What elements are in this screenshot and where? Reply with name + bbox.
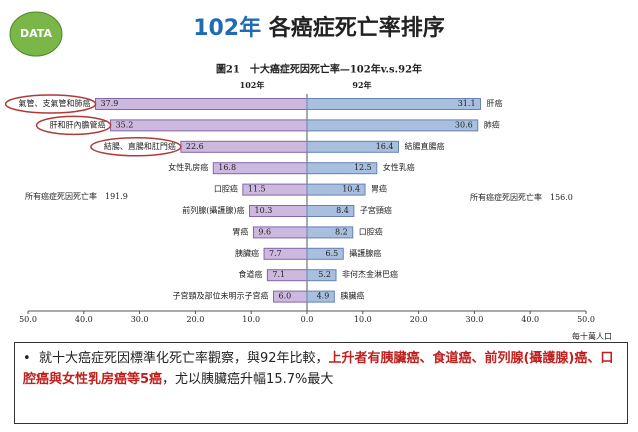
x-tick-label: 20.0 — [186, 315, 204, 324]
category-label: 胃癌 — [371, 184, 387, 194]
bar — [110, 119, 308, 132]
category-label: 攝護腺癌 — [349, 248, 381, 258]
category-label: 女性乳房癌 — [168, 162, 208, 172]
bar — [306, 247, 344, 260]
x-tick-label: 30.0 — [465, 315, 483, 324]
category-label: 口腔癌 — [214, 184, 238, 194]
chart-title: 圖21 十大癌症死因死亡率—102年v.s.92年 — [216, 63, 422, 76]
category-label: 胰臟癌 — [235, 248, 259, 258]
category-label: 結腸直腸癌 — [405, 141, 445, 151]
highlight-oval — [90, 137, 182, 157]
value-label: 12.5 — [354, 163, 372, 172]
bar — [95, 98, 308, 110]
x-tick-label: 40.0 — [75, 315, 93, 324]
value-label: 31.1 — [458, 99, 476, 108]
bar — [306, 183, 366, 196]
value-label: 22.6 — [186, 142, 204, 151]
category-label: 胰臟癌 — [340, 291, 364, 301]
category-label: 非何杰金淋巴癌 — [342, 269, 398, 279]
category-label: 肝和肝內膽管癌 — [50, 119, 106, 129]
value-label: 16.8 — [218, 163, 236, 172]
category-label: 子宮頸癌 — [360, 205, 392, 215]
bullet-text: ，尤以胰臟癌升幅15.7%最大 — [162, 372, 334, 387]
category-label: 口腔癌 — [359, 226, 383, 236]
value-label: 5.2 — [318, 270, 331, 279]
category-label: 子宮頸及部位未明示子宮癌 — [173, 291, 269, 301]
value-label: 8.4 — [336, 206, 349, 215]
bar — [306, 98, 482, 110]
x-tick-label: 40.0 — [521, 315, 539, 324]
value-label: 16.4 — [376, 142, 394, 151]
x-tick-label: 50.0 — [577, 315, 595, 324]
value-label: 6.0 — [279, 292, 292, 301]
value-label: 4.9 — [317, 292, 330, 301]
bullet-text: 就十大癌症死因標準化死亡率觀察，與92年比較， — [38, 351, 329, 366]
x-tick-label: 50.0 — [19, 315, 37, 324]
value-label: 10.3 — [255, 206, 273, 215]
series-name: 92年 — [352, 80, 371, 90]
category-label: 前列腺(攝護腺)癌 — [182, 205, 244, 215]
unit-label: 每十萬人口 — [572, 331, 612, 340]
x-tick-label: 10.0 — [354, 315, 372, 324]
category-label: 胃癌 — [232, 226, 248, 236]
bar — [306, 140, 400, 153]
value-label: 35.2 — [116, 120, 134, 129]
bar — [306, 119, 479, 132]
bar — [306, 226, 354, 239]
bar — [306, 205, 355, 217]
value-label: 7.1 — [272, 270, 285, 279]
bar — [306, 269, 337, 282]
category-label: 女性乳癌 — [383, 162, 415, 172]
highlight-oval — [35, 115, 112, 136]
bullet-box: • 就十大癌症死因標準化死亡率觀察，與92年比較，上升者有胰臟癌、食道癌、前列腺… — [14, 342, 628, 424]
category-label: 食道癌 — [238, 269, 262, 279]
category-label: 肝癌 — [487, 98, 503, 108]
logo — [9, 11, 63, 57]
x-tick-label: 0.0 — [301, 315, 314, 324]
chart: DATA 圖21 十大癌症死因死亡率—102年v.s.92年 每十萬人口 50.… — [4, 11, 612, 340]
value-label: 6.5 — [326, 249, 339, 258]
value-label: 30.6 — [455, 120, 473, 129]
x-tick-label: 10.0 — [242, 315, 260, 324]
value-label: 37.9 — [101, 99, 119, 108]
value-label: 11.5 — [248, 185, 266, 194]
category-label: 氣管、支氣管和肺癌 — [19, 98, 91, 108]
logo-text: DATA — [20, 27, 52, 40]
category-label: 肺癌 — [484, 119, 500, 129]
value-label: 8.2 — [335, 227, 348, 236]
bullet-text: 上升者有胰臟癌、食道癌、前列腺(攝護腺)癌、口腔癌與女性乳房癌等5癌 — [23, 351, 614, 387]
value-label: 9.6 — [258, 227, 271, 236]
title-text: 各癌症死亡率排序 — [268, 16, 445, 41]
value-label: 10.4 — [342, 185, 360, 194]
x-tick-label: 30.0 — [131, 315, 149, 324]
bar — [306, 162, 378, 175]
title-year: 102年 — [193, 16, 262, 41]
highlight-oval — [4, 94, 97, 114]
bar — [306, 290, 335, 303]
series-name: 102年 — [240, 80, 265, 90]
category-label: 結腸、直腸和肛門癌 — [104, 141, 176, 151]
value-label: 7.7 — [269, 249, 282, 258]
slide-title: 102年 各癌症死亡率排序 — [0, 10, 638, 42]
annotation: 所有癌症死因死亡率 156.0 — [470, 192, 573, 202]
annotation: 所有癌症死因死亡率 191.9 — [25, 191, 128, 201]
x-tick-label: 20.0 — [410, 315, 428, 324]
